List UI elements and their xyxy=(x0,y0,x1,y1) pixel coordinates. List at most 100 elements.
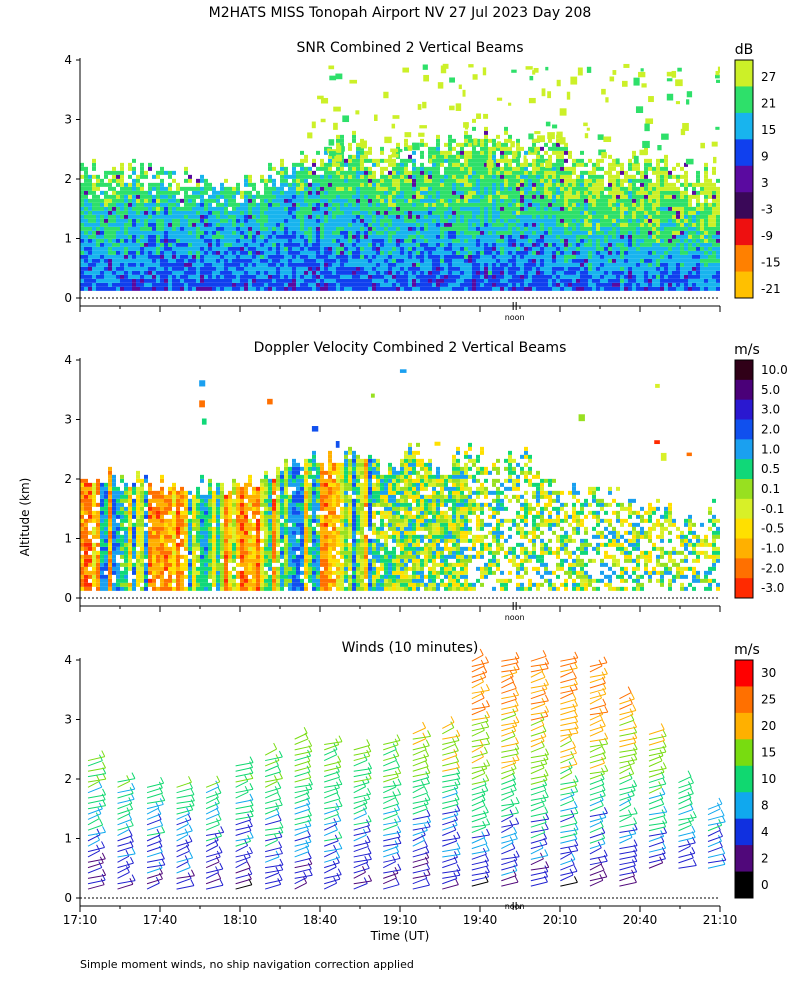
x-tick-label: 20:10 xyxy=(543,913,578,927)
colorbar-swatch xyxy=(735,139,753,167)
y-tick-label: 1 xyxy=(64,532,72,546)
colorbar-label: 5.0 xyxy=(761,383,780,397)
colorbar-label: -0.1 xyxy=(761,502,784,516)
colorbar-label: 10 xyxy=(761,772,776,786)
colorbar-swatch xyxy=(735,712,753,740)
colorbar-label: 15 xyxy=(761,123,776,137)
colorbar-label: -21 xyxy=(761,282,781,296)
noon-label: noon xyxy=(505,613,525,622)
colorbar-swatch xyxy=(735,792,753,820)
colorbar-swatch xyxy=(735,518,753,539)
x-tick-label: 18:40 xyxy=(303,913,338,927)
colorbar-swatch xyxy=(735,558,753,579)
colorbar-swatch xyxy=(735,818,753,846)
colorbar-label: 3.0 xyxy=(761,403,780,417)
colorbar-swatch xyxy=(735,192,753,220)
x-tick-label: 17:10 xyxy=(63,913,98,927)
colorbar-label: 21 xyxy=(761,97,776,111)
colorbar-label: -0.5 xyxy=(761,522,784,536)
colorbar-units: m/s xyxy=(734,642,760,658)
x-tick-label: 19:10 xyxy=(383,913,418,927)
footnote: Simple moment winds, no ship navigation … xyxy=(80,958,414,971)
colorbar-2: m/s10.0 5.0 3.0 2.0 1.0 0.5 0.1 -0.1 -0.5 -1.0 -2.… xyxy=(734,342,788,599)
colorbar-units: m/s xyxy=(734,342,760,358)
colorbar-units: dB xyxy=(735,42,754,58)
colorbar-frame xyxy=(734,659,754,899)
colorbar-label: 0.5 xyxy=(761,462,780,476)
heatmap-panel-2 xyxy=(80,369,720,591)
colorbar-swatch xyxy=(735,245,753,273)
x-tick-label: 18:10 xyxy=(223,913,258,927)
panel-title: Winds (10 minutes) xyxy=(342,640,479,656)
x-tick-label: 17:40 xyxy=(143,913,178,927)
colorbar-1: dB 27 21 15 9 3 -3 -9 -15 -21 xyxy=(734,42,781,299)
colorbar-swatch xyxy=(735,871,753,899)
heatmap-cells-1 xyxy=(80,63,720,291)
colorbar-frame xyxy=(734,59,754,299)
colorbar-label: -2.0 xyxy=(761,561,784,575)
y-tick-label: 4 xyxy=(64,653,72,667)
colorbar-swatch xyxy=(735,765,753,793)
main-title: M2HATS MISS Tonopah Airport NV 27 Jul 20… xyxy=(208,5,592,21)
colorbar-swatch xyxy=(735,660,753,687)
colorbar-swatch xyxy=(735,360,753,381)
panel-title: SNR Combined 2 Vertical Beams xyxy=(296,40,523,56)
axes-panel-2: 0 1 2 3 4 noon Doppler Velocity Combined 2 Ver… xyxy=(64,340,721,622)
y-tick-label: 1 xyxy=(64,232,72,246)
colorbar-swatch xyxy=(735,218,753,246)
colorbar-label: 4 xyxy=(761,825,769,839)
x-tick-label: 19:40 xyxy=(463,913,498,927)
axes-panel-1: 0 1 2 3 4 noon SNR Combined 2 Vertical Beams xyxy=(64,40,721,322)
y-tick-label: 0 xyxy=(64,291,72,305)
colorbar-label: -9 xyxy=(761,229,773,243)
colorbar-swatch xyxy=(735,399,753,420)
colorbar-label: 0.1 xyxy=(761,482,780,496)
colorbar-label: 9 xyxy=(761,150,769,164)
colorbar-swatch xyxy=(735,439,753,460)
colorbar-swatch xyxy=(735,271,753,299)
colorbar-label: 25 xyxy=(761,693,776,707)
colorbar-label: 0 xyxy=(761,878,769,892)
y-tick-label: 3 xyxy=(64,113,72,127)
y-tick-label: 3 xyxy=(64,413,72,427)
colorbar-label: 3 xyxy=(761,176,769,190)
y-tick-label: 2 xyxy=(64,472,72,486)
colorbar-label: 15 xyxy=(761,746,776,760)
x-tick-label: 21:10 xyxy=(703,913,738,927)
colorbar-swatch xyxy=(735,686,753,714)
y-tick-label: 0 xyxy=(64,591,72,605)
colorbar-swatch xyxy=(735,165,753,193)
y-tick-label: 4 xyxy=(64,53,72,67)
colorbar-swatch xyxy=(735,538,753,559)
colorbar-label: 1.0 xyxy=(761,442,780,456)
colorbar-label: 27 xyxy=(761,70,776,84)
colorbar-swatch xyxy=(735,86,753,114)
axes-panel-3: 0 1 2 3 4 17:10 17:40 18:10 18:40 19:10 19:40 20:10… xyxy=(63,640,738,927)
y-tick-label: 3 xyxy=(64,713,72,727)
colorbar-label: -15 xyxy=(761,255,781,269)
colorbar-label: 10.0 xyxy=(761,363,788,377)
noon-label: noon xyxy=(505,313,525,322)
colorbar-swatch xyxy=(735,578,753,599)
y-tick-label: 0 xyxy=(64,891,72,905)
x-tick-label: 20:40 xyxy=(623,913,658,927)
noon-label: noon xyxy=(505,902,525,911)
colorbar-swatch xyxy=(735,112,753,140)
colorbar-swatch xyxy=(735,845,753,873)
y-tick-label: 4 xyxy=(64,353,72,367)
y-tick-label: 2 xyxy=(64,772,72,786)
heatmap-cells-2 xyxy=(80,369,720,591)
colorbar-swatch xyxy=(735,60,753,87)
colorbar-label: 20 xyxy=(761,719,776,733)
panel-title: Doppler Velocity Combined 2 Vertical Bea… xyxy=(254,340,567,356)
colorbar-swatch xyxy=(735,498,753,520)
colorbar-label: -3.0 xyxy=(761,581,784,595)
colorbar-swatch xyxy=(735,459,753,480)
colorbar-swatch xyxy=(735,379,753,401)
x-axis-label: Time (UT) xyxy=(370,929,430,943)
colorbar-frame xyxy=(734,359,754,599)
wind-barbs-panel xyxy=(87,648,727,890)
y-tick-label: 2 xyxy=(64,172,72,186)
